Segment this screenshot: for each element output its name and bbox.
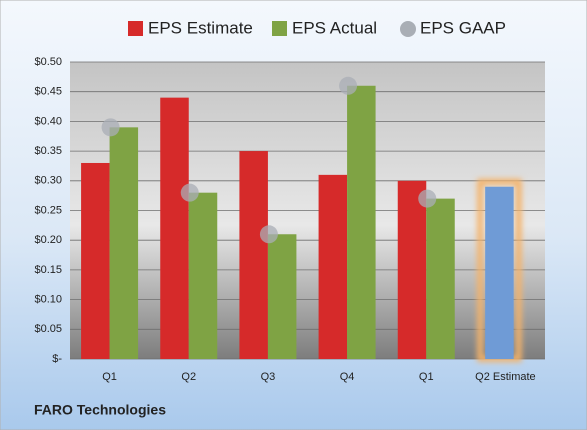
bar: [397, 180, 427, 359]
bar: [347, 85, 376, 359]
bar: [109, 127, 139, 359]
y-tick-label: $0.25: [34, 204, 62, 216]
y-tick-label: $0.45: [34, 86, 62, 98]
bar: [160, 97, 189, 359]
y-tick-label: $0.30: [34, 175, 62, 187]
legend-marker: [128, 21, 143, 36]
x-tick-label: Q3: [261, 371, 276, 383]
bar: [267, 234, 297, 359]
y-tick-label: $0.10: [34, 294, 62, 306]
gaap-marker: [101, 118, 120, 137]
x-tick-label: Q1: [419, 371, 434, 383]
x-tick-label: Q2 Estimate: [475, 371, 536, 383]
bar: [81, 162, 110, 359]
bar: [485, 186, 514, 359]
y-tick-label: $0.50: [34, 56, 62, 68]
y-tick-label: $0.35: [34, 145, 62, 157]
chart-title: FARO Technologies: [34, 402, 166, 418]
y-tick-label: $0.20: [34, 234, 62, 246]
legend-text: EPS GAAP: [420, 18, 506, 37]
gaap-marker: [180, 183, 199, 202]
y-tick-label: $0.05: [34, 323, 62, 335]
legend-text: EPS Actual: [292, 18, 377, 37]
legend-marker: [272, 21, 287, 36]
bar: [188, 192, 218, 359]
legend-marker: [400, 21, 416, 37]
gaap-marker: [418, 189, 437, 208]
x-tick-label: Q2: [181, 371, 196, 383]
y-tick-label: $-: [52, 353, 62, 365]
x-tick-label: Q1: [102, 371, 117, 383]
y-tick-label: $0.40: [34, 115, 62, 127]
legend-text: EPS Estimate: [148, 18, 253, 37]
bar: [318, 174, 348, 359]
x-tick-label: Q4: [340, 371, 355, 383]
bar: [239, 151, 268, 359]
bar: [426, 198, 455, 359]
y-tick-label: $0.15: [34, 264, 62, 276]
gaap-marker: [339, 76, 358, 95]
gaap-marker: [259, 225, 278, 244]
